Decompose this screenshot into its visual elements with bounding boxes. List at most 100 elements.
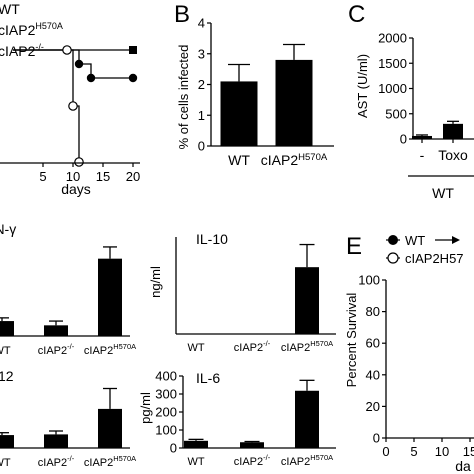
panel-e-x-tick-label-2: 10 — [435, 444, 449, 459]
panel-e-x-label: da — [455, 458, 471, 474]
panel-c-plot-y-tick-label-4: 2000 — [378, 31, 407, 46]
panel-e-legend: WT cIAP2H57 — [386, 233, 464, 266]
panel-d-il6-plot-category-label-0: WT — [187, 456, 204, 468]
panel-c-plot-y-tick-label-0: 0 — [400, 132, 407, 147]
panel-d-il10-plot-category-label-1-main: cIAP2 — [234, 342, 263, 354]
panel-a-series-1-point-1 — [74, 59, 84, 69]
panel-b-plot-category-label-1-main: cIAP2 — [261, 152, 299, 168]
panel-a-x-tick-label-0: 5 — [39, 169, 46, 184]
panel-c-group-label: WT — [432, 185, 454, 201]
panel-d-il6-plot-category-label-2-super: H570A — [310, 453, 333, 462]
panel-e-legend-marker-2 — [387, 252, 399, 264]
panel-e-y-tick-label-2: 40 — [366, 367, 380, 382]
panel-b-plot-category-label-1-super: H570A — [298, 152, 328, 163]
panel-d-il10-plot-category-label-1: cIAP2-/- — [234, 339, 271, 354]
panel-a-series-1-point-2 — [86, 73, 96, 83]
panel-e-x-tick-label-0: 0 — [382, 444, 389, 459]
panel-e-plot: 0 20 40 60 80 100 0 5 10 15 — [358, 273, 474, 459]
panel-d-il6-plot-category-label-1-super: -/- — [263, 453, 271, 462]
panel-d-il6-y-label: pg/ml — [138, 392, 153, 424]
panel-b-plot-category-label-0: WT — [228, 152, 250, 168]
panel-d-il6-plot-y-tick-label-4: 400 — [155, 369, 177, 384]
panel-d-il10-title: IL-10 — [196, 231, 228, 247]
panel-a-x-tick-label-1: 10 — [66, 169, 80, 184]
panel-d-ifn-plot-category-label-2: cIAP2H570A — [84, 342, 136, 357]
panel-d-ifn-plot-bar-1 — [44, 325, 68, 336]
panel-a-series-2-line — [13, 49, 80, 162]
panel-d-il6-plot-y-tick-label-0: 0 — [170, 441, 177, 456]
panel-e-letter: E — [346, 233, 362, 260]
panel-d-il6-title: IL-6 — [196, 370, 220, 386]
panel-d-il12-plot-category-label-2-super: H570A — [113, 454, 136, 463]
panel-c-plot-bar-1 — [443, 123, 463, 139]
panel-d-il10-y-label: ng/ml — [148, 266, 163, 298]
panel-d-ifn-plot-bar-2 — [98, 258, 122, 336]
panel-e-y-tick-label-4: 80 — [366, 304, 380, 319]
panel-e: E WT cIAP2H57 Percent Survival 0 20 40 60 80… — [344, 233, 474, 474]
panel-a-x-axis: 5 10 15 20 — [0, 162, 140, 184]
panel-c-plot-y-tick-label-2: 1000 — [378, 81, 407, 96]
panel-b-plot: 0 1 2 3 4 WT cIAP2H570A — [198, 16, 334, 168]
panel-d-il10-plot-bar-2 — [295, 267, 319, 334]
panel-b-plot-y-tick-label-1: 1 — [198, 108, 205, 123]
panel-d-il12-plot-bar-2 — [98, 408, 122, 448]
panel-a-x-label: days — [61, 181, 91, 197]
panel-a-legend: WT cIAP2H570A cIAP2-/- — [0, 1, 63, 59]
panel-e-y-tick-label-5: 100 — [358, 273, 380, 288]
panel-d-il10-plot-category-label-2-main: cIAP2 — [281, 342, 310, 354]
panel-b-plot-category-label-1: cIAP2H570A — [261, 152, 328, 168]
panel-c-plot-category-label-1: Toxo — [438, 147, 468, 163]
panel-d-il12-plot-bar-0 — [0, 435, 14, 448]
panel-d-il6-plot-y-tick-label-2: 200 — [155, 405, 177, 420]
panel-d-il6-plot-bar-2 — [295, 390, 319, 448]
panel-e-x-tick-label-3: 15 — [463, 444, 474, 459]
panel-e-y-label: Percent Survival — [344, 293, 359, 388]
panel-a-x-tick-label-3: 20 — [126, 169, 140, 184]
panel-d-il12-plot-category-label-1-super: -/- — [67, 454, 75, 463]
panel-d-ifn-plot-category-label-1: cIAP2-/- — [38, 342, 75, 357]
panel-e-legend-label-1: WT — [405, 233, 425, 248]
panel-a-x-tick-label-2: 15 — [96, 169, 110, 184]
panel-a-legend-label-2-main: cIAP2 — [0, 22, 36, 38]
panel-a: WT cIAP2H570A cIAP2-/- 5 10 15 20 days — [0, 1, 140, 197]
panel-a-legend-label-2-super: H570A — [35, 21, 63, 31]
panel-d-ifn-title: IFN-γ — [0, 221, 16, 237]
panel-d-ifn-plot-category-label-2-super: H570A — [113, 342, 136, 351]
panel-d-il12-plot-category-label-2-main: cIAP2 — [84, 457, 113, 469]
panel-d-il12-plot-bar-1 — [44, 434, 68, 448]
panel-b-plot-y-tick-label-3: 3 — [198, 46, 205, 61]
panel-a-legend-label-3-main: cIAP2 — [0, 43, 36, 59]
panel-d-il10-plot-category-label-0: WT — [187, 342, 204, 354]
panel-b-plot-y-tick-label-2: 2 — [198, 77, 205, 92]
panel-d-il12-plot-category-label-2: cIAP2H570A — [84, 454, 136, 469]
panel-a-series-0-point-1 — [129, 46, 137, 54]
panel-d-il6-plot-bar-0 — [184, 440, 208, 448]
panel-d-ifn-plot-bar-0 — [0, 321, 14, 336]
panel-c-plot-bar-0 — [412, 135, 432, 139]
panel-d-il6-plot-category-label-1-main: cIAP2 — [234, 456, 263, 468]
panel-a-series-2-point-0 — [62, 45, 72, 55]
panel-e-x-tick-label-1: 5 — [410, 444, 417, 459]
panel-d-il6-plot-category-label-2-main: cIAP2 — [281, 456, 310, 468]
panel-d-il6-plot-bar-1 — [240, 442, 264, 448]
panel-b-letter: B — [174, 1, 190, 28]
panel-e-legend-label-2: cIAP2H57 — [405, 251, 464, 266]
panel-e-legend-arrowhead — [452, 236, 460, 244]
panel-c-plot-y-tick-label-1: 500 — [385, 106, 407, 121]
panel-c: C AST (U/ml) 0 500 1000 1500 2000 - Toxo WT — [348, 1, 474, 201]
panel-d-il10: IL-10 ng/ml WT cIAP2-/- cIAP2H570A — [148, 231, 336, 354]
panel-c-plot-category-label-0: - — [420, 147, 425, 163]
panel-e-y-tick-label-1: 20 — [366, 399, 380, 414]
panel-d-il6-plot-y-tick-label-3: 300 — [155, 387, 177, 402]
panel-b-plot-y-tick-label-0: 0 — [198, 139, 205, 154]
panel-b-plot-y-tick-label-4: 4 — [198, 16, 205, 31]
panel-a-legend-label-1: WT — [0, 1, 20, 17]
panel-d-il12-plot-category-label-1: cIAP2-/- — [38, 454, 75, 469]
panel-d-ifn-plot-category-label-1-super: -/- — [67, 342, 75, 351]
